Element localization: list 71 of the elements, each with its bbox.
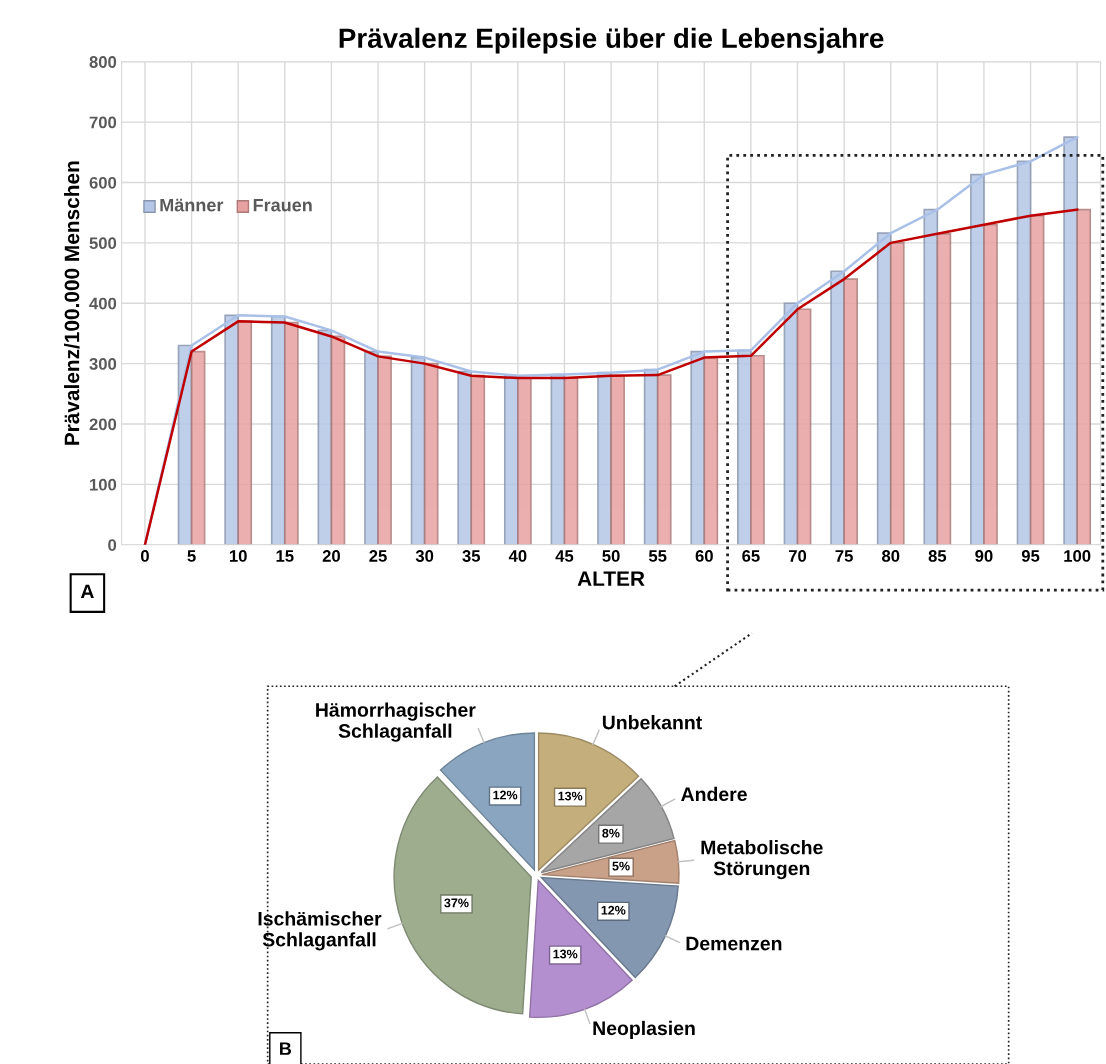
bar <box>237 320 253 545</box>
y-tick-label: 500 <box>89 237 117 250</box>
slice-label: Metabolische Störungen <box>701 840 823 880</box>
y-tick-label: 600 <box>89 176 117 189</box>
x-tick-label: 30 <box>415 550 434 562</box>
bar <box>423 362 439 545</box>
bar <box>656 374 672 545</box>
y-tick-label: 800 <box>89 56 117 68</box>
y-tick-label: 200 <box>89 418 117 431</box>
x-tick-label: 50 <box>602 550 620 562</box>
x-axis-title: ALTER <box>577 571 645 586</box>
data-label: 12% <box>493 790 518 800</box>
bar <box>750 354 765 545</box>
x-tick-label: 20 <box>322 550 340 562</box>
x-tick-label: 0 <box>140 550 149 562</box>
y-tick-label: 0 <box>108 539 117 551</box>
y-tick-label: 100 <box>90 478 117 491</box>
slice-label: Hämorrhagischer Schlaganfall <box>316 702 476 742</box>
bar <box>610 374 625 545</box>
slice-label: Unbekannt <box>602 715 702 730</box>
bar <box>889 242 905 545</box>
x-tick-label: 100 <box>1064 550 1091 562</box>
x-tick-label: 40 <box>508 550 527 562</box>
x-tick-label: 70 <box>788 550 807 562</box>
slice-label: Demenzen <box>686 936 782 951</box>
bar <box>517 377 532 545</box>
x-tick-label: 75 <box>835 550 853 562</box>
x-tick-label: 60 <box>695 550 713 562</box>
x-tick-label: 25 <box>369 550 387 562</box>
slice-label: Andere <box>681 786 747 802</box>
bar <box>843 278 859 545</box>
x-tick-label: 15 <box>276 550 294 562</box>
x-tick-label: 85 <box>928 550 947 562</box>
x-tick-label: 55 <box>648 550 667 562</box>
data-label: 13% <box>553 949 578 959</box>
chart-title: Prävalenz Epilepsie über die Lebensjahre <box>339 27 884 54</box>
bar <box>703 356 719 545</box>
y-axis-title: Prävalenz/100.000 Menschen <box>64 161 80 445</box>
text: A <box>80 584 94 599</box>
bar <box>190 350 206 545</box>
bar <box>936 232 952 545</box>
data-label: 12% <box>601 905 626 915</box>
x-tick-label: 80 <box>881 550 900 562</box>
bar <box>330 335 346 545</box>
legend-label: Männer <box>160 198 224 212</box>
bar <box>1076 208 1092 545</box>
text: B <box>280 1042 292 1055</box>
bar <box>377 355 392 545</box>
y-tick-label: 300 <box>89 358 117 370</box>
bar <box>796 308 812 545</box>
x-tick-label: 95 <box>1021 550 1040 562</box>
x-tick-label: 65 <box>742 550 760 562</box>
data-label: 13% <box>558 791 583 801</box>
x-tick-label: 5 <box>187 550 196 562</box>
x-tick-label: 35 <box>462 550 481 562</box>
y-tick-label: 700 <box>89 116 117 129</box>
data-label: 37% <box>444 898 469 908</box>
x-tick-label: 10 <box>229 550 247 562</box>
slice-label: Ischämischer Schlaganfall <box>258 911 382 951</box>
data-label: 5% <box>612 861 630 871</box>
bar <box>1029 214 1045 545</box>
legend-label: Frauen <box>253 198 312 212</box>
bar <box>470 374 486 545</box>
bar <box>563 377 579 545</box>
x-tick-label: 90 <box>975 550 993 562</box>
bar <box>983 223 998 545</box>
slice-label: Neoplasien <box>593 1020 695 1039</box>
data-label: 8% <box>602 828 620 838</box>
x-tick-label: 45 <box>555 550 574 562</box>
bar <box>283 321 299 545</box>
y-tick-label: 400 <box>89 297 117 310</box>
